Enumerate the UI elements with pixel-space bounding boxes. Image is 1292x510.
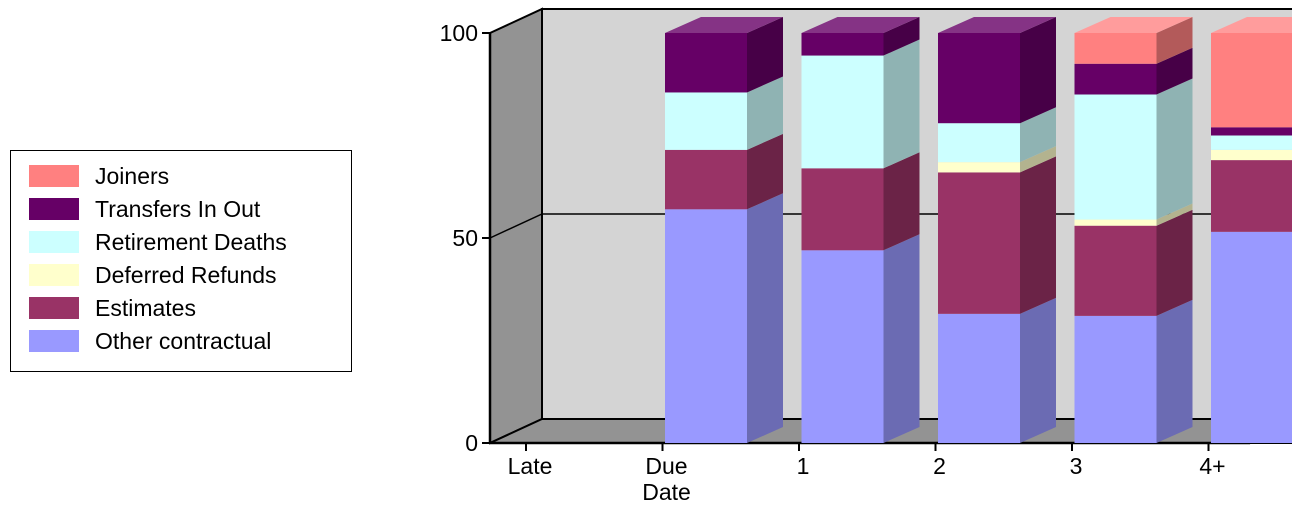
bar-4-1-side bbox=[1156, 209, 1193, 316]
bar-2-1-side bbox=[883, 152, 920, 251]
y-tick-label-2: 100 bbox=[440, 20, 478, 46]
legend-swatch-other-contractual bbox=[29, 330, 79, 352]
bar-5-2-front bbox=[1211, 149, 1292, 161]
legend-label-deferred-refunds: Deferred Refunds bbox=[95, 261, 277, 288]
legend-item-estimates: Estimates bbox=[29, 294, 196, 321]
bar-4-4-front bbox=[1074, 63, 1157, 95]
bar-2-3-side bbox=[883, 39, 920, 169]
bar-2-1-front bbox=[801, 168, 884, 251]
bar-3-2-side bbox=[1020, 146, 1056, 173]
bar-1-1-front bbox=[665, 149, 747, 210]
legend-swatch-joiners bbox=[29, 165, 79, 187]
bar-5-4-front bbox=[1211, 127, 1292, 136]
bar-1-top bbox=[665, 17, 783, 33]
bar-1-4-front bbox=[665, 33, 747, 93]
x-tick-label-1-0: Due bbox=[645, 453, 687, 479]
bar-4-4-side bbox=[1156, 47, 1193, 95]
bar-3-0-front bbox=[938, 313, 1020, 443]
bar-1-3-side bbox=[747, 76, 783, 150]
bar-3-3-front bbox=[938, 123, 1020, 163]
bar-3-0-side bbox=[1020, 297, 1056, 443]
x-tick-label-5-0: 4+ bbox=[1199, 453, 1225, 479]
bar-4-3-front bbox=[1074, 94, 1157, 220]
bar-4-5-side bbox=[1156, 17, 1193, 64]
bar-3-4-front bbox=[938, 33, 1020, 124]
legend-item-other-contractual: Other contractual bbox=[29, 327, 272, 354]
bar-1-1-side bbox=[747, 133, 783, 210]
bar-2-4-side bbox=[883, 17, 920, 56]
bar-4-2-side bbox=[1156, 203, 1193, 226]
bar-1-4-side bbox=[747, 17, 783, 93]
legend-item-deferred-refunds: Deferred Refunds bbox=[29, 261, 277, 288]
bar-5-5-front bbox=[1211, 33, 1292, 128]
bar-5-3-front bbox=[1211, 135, 1292, 150]
x-tick-label-3-0: 2 bbox=[933, 453, 946, 479]
legend-item-transfers-in-out: Transfers In Out bbox=[29, 195, 261, 222]
bar-5-1-front bbox=[1211, 160, 1292, 232]
legend-swatch-transfers-in-out bbox=[29, 198, 79, 220]
legend-label-transfers-in-out: Transfers In Out bbox=[95, 195, 261, 222]
x-tick-label-4-0: 3 bbox=[1070, 453, 1083, 479]
x-tick-label-2-0: 1 bbox=[797, 453, 810, 479]
bar-5-top bbox=[1211, 17, 1292, 33]
legend-label-retirement-deaths: Retirement Deaths bbox=[95, 228, 287, 255]
bar-3-top bbox=[938, 17, 1056, 33]
bar-4-0-side bbox=[1156, 299, 1193, 443]
x-tick-label-1-1: Date bbox=[642, 479, 691, 505]
y-tick-label-0: 0 bbox=[465, 430, 478, 456]
legend-label-joiners: Joiners bbox=[95, 162, 170, 189]
legend-swatch-estimates bbox=[29, 297, 79, 319]
bar-4-0-front bbox=[1074, 315, 1157, 443]
legend-label-other-contractual: Other contractual bbox=[95, 327, 272, 354]
legend-swatch-deferred-refunds bbox=[29, 264, 79, 286]
legend-item-retirement-deaths: Retirement Deaths bbox=[29, 228, 287, 255]
bar-5-0-front bbox=[1211, 231, 1292, 443]
legend-swatch-retirement-deaths bbox=[29, 231, 79, 253]
bar-2-0-side bbox=[883, 234, 920, 443]
bar-4-5-front bbox=[1074, 33, 1157, 64]
bar-3-2-front bbox=[938, 162, 1020, 173]
bar-3-1-side bbox=[1020, 156, 1056, 314]
bar-4-2-front bbox=[1074, 219, 1157, 226]
bar-1-0-side bbox=[747, 193, 783, 443]
x-tick-label-0-0: Late bbox=[508, 453, 553, 479]
bar-3-4-side bbox=[1020, 17, 1056, 124]
chart-legend: Joiners Transfers In Out Retirement Deat… bbox=[10, 150, 352, 372]
bar-1-3-front bbox=[665, 92, 747, 150]
bar-2-3-front bbox=[801, 55, 884, 169]
bar-2-0-front bbox=[801, 250, 884, 443]
y-tick-label-1: 50 bbox=[452, 225, 478, 251]
bar-4-1-front bbox=[1074, 225, 1157, 316]
legend-label-estimates: Estimates bbox=[95, 294, 196, 321]
legend-item-joiners: Joiners bbox=[29, 162, 170, 189]
bar-1-0-front bbox=[665, 209, 747, 443]
bar-3-1-front bbox=[938, 172, 1020, 314]
bar-2-top bbox=[801, 17, 920, 33]
bar-3-3-side bbox=[1020, 107, 1056, 163]
bar-2-4-front bbox=[801, 33, 884, 56]
bar-4-top bbox=[1074, 17, 1193, 33]
bar-4-3-side bbox=[1156, 78, 1193, 220]
